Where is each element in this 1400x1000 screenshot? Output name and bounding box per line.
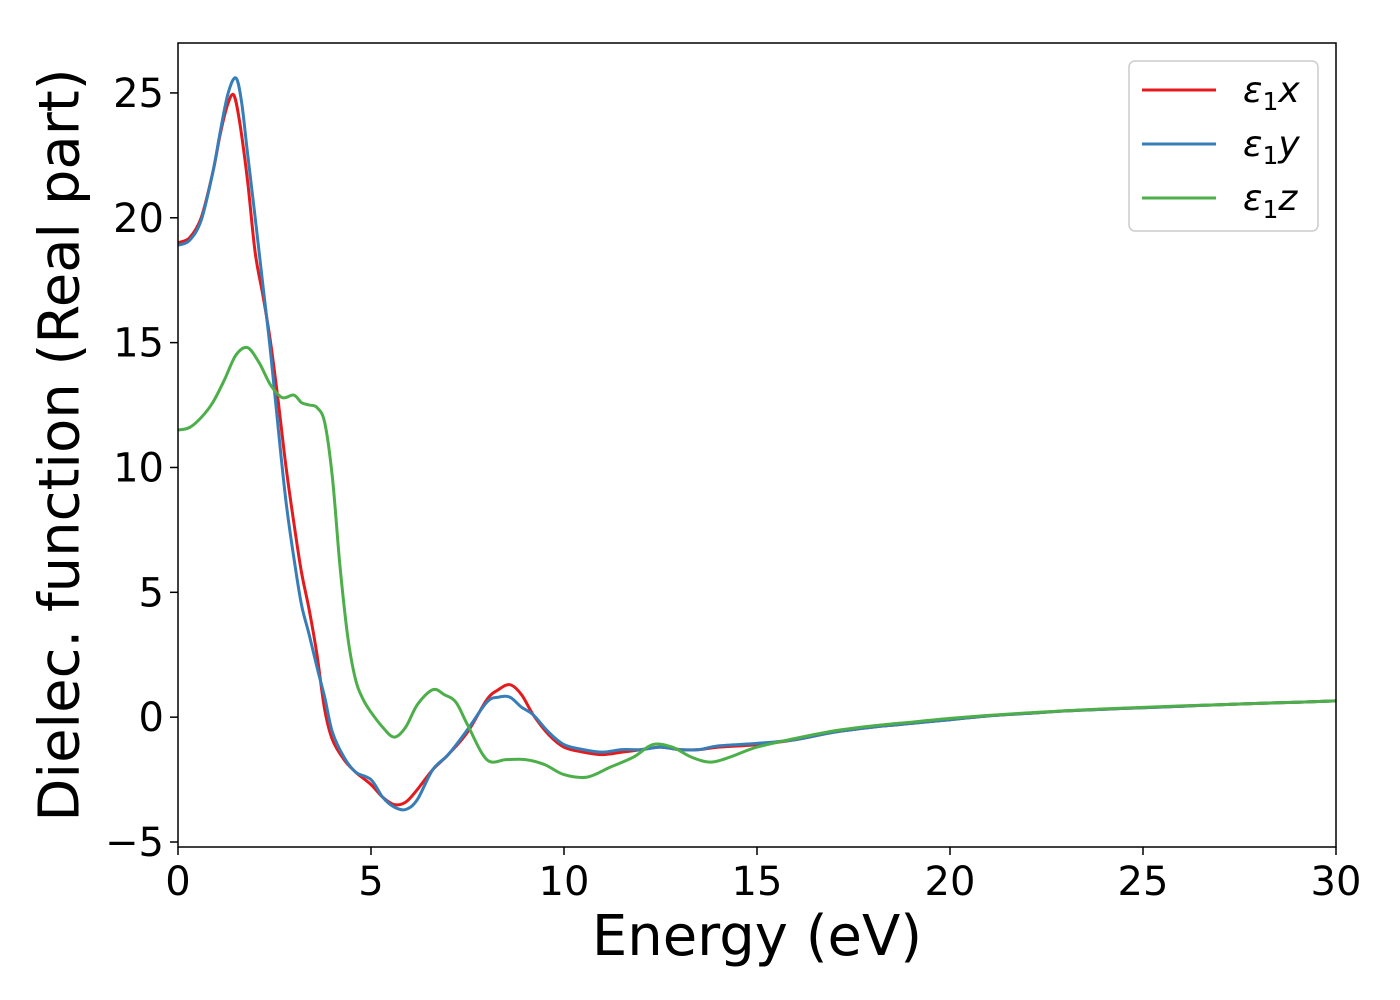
y-tick-label: 0: [139, 695, 164, 741]
x-tick-label: 20: [925, 859, 976, 905]
y-tick-label: −5: [105, 820, 164, 866]
y-tick-label: 5: [139, 570, 164, 616]
x-tick-label: 25: [1118, 859, 1169, 905]
x-tick-label: 0: [165, 859, 190, 905]
y-axis: −5 0 5 10 15 20 25: [105, 71, 178, 866]
series-layer: [178, 76, 1336, 812]
y-axis-label: Dielec. function (Real part): [28, 68, 93, 821]
x-tick-label: 10: [539, 859, 590, 905]
x-axis-label: Energy (eV): [592, 904, 922, 969]
y-tick-label: 15: [113, 321, 164, 367]
series-line-z: [178, 345, 1336, 780]
legend: ε1x ε1y ε1z: [1128, 60, 1319, 232]
legend-box: [1128, 60, 1319, 232]
y-tick-label: 10: [113, 445, 164, 491]
y-tick-label: 20: [113, 196, 164, 242]
legend-label-x: ε1x: [1243, 70, 1300, 116]
y-tick-label: 25: [113, 71, 164, 117]
legend-label-z: ε1z: [1243, 178, 1298, 224]
legend-label-y: ε1y: [1243, 124, 1300, 170]
x-tick-label: 15: [732, 859, 783, 905]
x-tick-label: 30: [1311, 859, 1362, 905]
x-tick-label: 5: [358, 859, 383, 905]
x-axis: 0 5 10 15 20 25 30: [165, 847, 1361, 905]
